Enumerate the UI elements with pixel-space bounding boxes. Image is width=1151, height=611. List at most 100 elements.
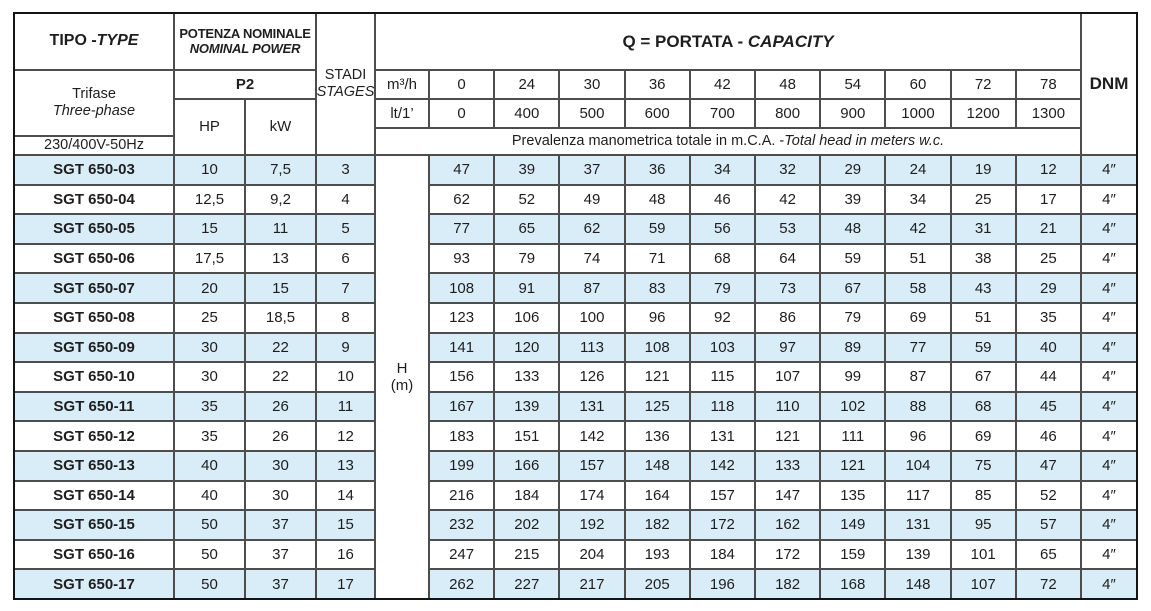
stages-value: 6 xyxy=(317,244,374,273)
dnm-value: 4″ xyxy=(1082,304,1136,332)
head-value: 157 xyxy=(690,481,754,510)
head-value: 148 xyxy=(886,570,950,598)
kw-value: 11 xyxy=(246,215,315,243)
head-value: 141 xyxy=(430,333,494,362)
head-value: 111 xyxy=(821,422,885,450)
flow-unit-lt-cell: lt/1’ xyxy=(376,100,428,127)
head-value: 183 xyxy=(430,422,494,450)
flow-lt-value: 500 xyxy=(560,100,624,127)
head-value: 34 xyxy=(886,185,950,214)
head-value: 77 xyxy=(430,215,494,243)
hp-value: 12,5 xyxy=(175,185,244,214)
hp-value: 30 xyxy=(175,333,244,362)
flow-m3h-value: 78 xyxy=(1016,71,1080,98)
head-value: 157 xyxy=(560,452,624,480)
kw-value: 9,2 xyxy=(246,185,315,214)
flow-m3h-value: 48 xyxy=(756,71,820,98)
hp-value: 30 xyxy=(175,363,244,391)
head-value: 167 xyxy=(430,392,494,421)
head-value: 108 xyxy=(625,333,689,362)
head-value: 25 xyxy=(951,185,1015,214)
pump-model: SGT 650-15 xyxy=(15,511,173,539)
head-value: 172 xyxy=(690,511,754,539)
stages-label-it: STADI xyxy=(324,67,367,84)
pump-model: SGT 650-04 xyxy=(15,185,173,214)
dnm-value: 4″ xyxy=(1082,422,1136,450)
head-value: 72 xyxy=(1016,570,1080,598)
dnm-value: 4″ xyxy=(1082,540,1136,569)
dnm-value: 4″ xyxy=(1082,481,1136,510)
flow-m3h-value: 0 xyxy=(430,71,494,98)
head-value: 120 xyxy=(495,333,559,362)
flow-m3h-value: 30 xyxy=(560,71,624,98)
dnm-value: 4″ xyxy=(1082,392,1136,421)
head-value: 102 xyxy=(821,392,885,421)
stages-value: 9 xyxy=(317,333,374,362)
head-value: 73 xyxy=(756,274,820,302)
head-value: 45 xyxy=(1016,392,1080,421)
head-value: 168 xyxy=(821,570,885,598)
capacity-label-en: CAPACITY xyxy=(747,31,834,51)
head-value: 100 xyxy=(560,304,624,332)
head-value: 247 xyxy=(430,540,494,569)
head-value: 89 xyxy=(821,333,885,362)
head-value: 86 xyxy=(756,304,820,332)
head-value: 59 xyxy=(951,333,1015,362)
head-value: 48 xyxy=(625,185,689,214)
flow-lt-value: 900 xyxy=(821,100,885,127)
type-label-it: TIPO - xyxy=(49,32,97,50)
head-value: 135 xyxy=(821,481,885,510)
head-value: 79 xyxy=(690,274,754,302)
head-value: 32 xyxy=(756,156,820,184)
head-value: 46 xyxy=(690,185,754,214)
dnm-value: 4″ xyxy=(1082,333,1136,362)
stages-value: 12 xyxy=(317,422,374,450)
kw-value: 7,5 xyxy=(246,156,315,184)
head-value: 184 xyxy=(690,540,754,569)
head-value: 68 xyxy=(951,392,1015,421)
head-symbol: H xyxy=(396,359,408,377)
head-value: 131 xyxy=(690,422,754,450)
phase-label-it: Trifase xyxy=(72,86,116,103)
kw-value: 30 xyxy=(246,452,315,480)
stages-value: 15 xyxy=(317,511,374,539)
head-value: 133 xyxy=(756,452,820,480)
head-value: 125 xyxy=(625,392,689,421)
phase-label: Trifase Three-phase xyxy=(15,71,173,135)
pump-model: SGT 650-10 xyxy=(15,363,173,391)
head-value: 136 xyxy=(625,422,689,450)
head-value: 199 xyxy=(430,452,494,480)
dnm-value: 4″ xyxy=(1082,185,1136,214)
hp-value: 35 xyxy=(175,392,244,421)
head-value: 36 xyxy=(625,156,689,184)
head-value: 65 xyxy=(1016,540,1080,569)
pump-model: SGT 650-08 xyxy=(15,304,173,332)
stages-value: 8 xyxy=(317,304,374,332)
head-value: 67 xyxy=(821,274,885,302)
head-value: 40 xyxy=(1016,333,1080,362)
flow-m3h-value: 54 xyxy=(821,71,885,98)
flow-lt-value: 400 xyxy=(495,100,559,127)
head-value: 57 xyxy=(1016,511,1080,539)
hp-value: 15 xyxy=(175,215,244,243)
flow-lt-value: 700 xyxy=(690,100,754,127)
pump-model: SGT 650-13 xyxy=(15,452,173,480)
flow-lt-value: 800 xyxy=(756,100,820,127)
kw-value: 37 xyxy=(246,511,315,539)
head-value: 113 xyxy=(560,333,624,362)
head-value: 262 xyxy=(430,570,494,598)
stages-value: 11 xyxy=(317,392,374,421)
nominal-power-header-cell: POTENZA NOMINALE NOMINAL POWER xyxy=(175,14,315,69)
head-value: 59 xyxy=(821,244,885,273)
head-value: 75 xyxy=(951,452,1015,480)
head-value: 142 xyxy=(560,422,624,450)
head-value: 97 xyxy=(756,333,820,362)
head-value: 71 xyxy=(625,244,689,273)
head-value: 107 xyxy=(951,570,1015,598)
kw-header-cell: kW xyxy=(246,100,315,154)
head-value: 65 xyxy=(495,215,559,243)
head-value: 108 xyxy=(430,274,494,302)
head-value: 95 xyxy=(951,511,1015,539)
kw-value: 18,5 xyxy=(246,304,315,332)
